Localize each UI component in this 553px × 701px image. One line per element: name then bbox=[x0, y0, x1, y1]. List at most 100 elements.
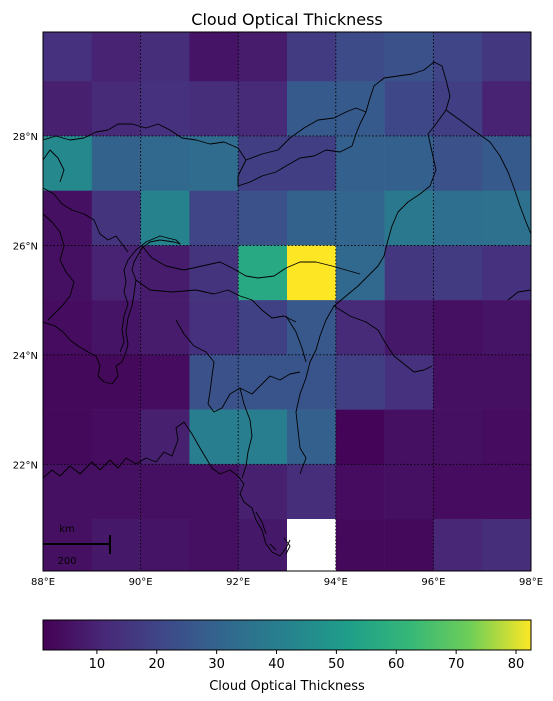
heatmap-cell bbox=[433, 190, 483, 246]
heatmap-cell bbox=[335, 32, 385, 82]
y-tick-labels: 22°N 24°N 26°N 28°N bbox=[13, 132, 38, 471]
heatmap-cell bbox=[238, 245, 288, 301]
colorbar-tick-label: 40 bbox=[268, 657, 285, 672]
nepal-sikkim-border bbox=[43, 187, 129, 253]
sikkim-border bbox=[43, 149, 65, 183]
y-tick-label: 26°N bbox=[13, 241, 38, 252]
y-tick-label: 22°N bbox=[13, 460, 38, 471]
scale-bar-unit: km bbox=[59, 524, 75, 535]
map-frame bbox=[42, 31, 532, 572]
heatmap-cell bbox=[433, 135, 483, 191]
chart-title: Cloud Optical Thickness bbox=[191, 10, 382, 29]
colorbar-tick-label: 10 bbox=[89, 657, 106, 672]
x-tick-labels: 88°E 90°E 92°E 94°E 96°E 98°E bbox=[31, 577, 543, 588]
heatmap-cell bbox=[287, 245, 337, 301]
heatmap-cell bbox=[43, 190, 93, 246]
coastal-islands bbox=[255, 511, 291, 555]
heatmap-cell bbox=[43, 245, 93, 301]
heatmap-cell bbox=[433, 81, 483, 137]
heatmap-cell bbox=[482, 519, 532, 572]
heatmap-cell bbox=[91, 32, 141, 82]
scale-bar: km 200 bbox=[43, 524, 111, 567]
heatmap-cell bbox=[335, 135, 385, 191]
heatmap-cell bbox=[140, 354, 190, 410]
colorbar-tick-label: 20 bbox=[148, 657, 165, 672]
heatmap-cell bbox=[140, 409, 190, 465]
heatmap-cell bbox=[189, 300, 239, 356]
heatmap-cell bbox=[287, 409, 337, 465]
y-tick-label: 28°N bbox=[13, 132, 38, 143]
heatmap-cell bbox=[43, 464, 93, 520]
heatmap-cell bbox=[482, 300, 532, 356]
heatmap-cell bbox=[287, 81, 337, 137]
heatmap-cell bbox=[43, 135, 93, 191]
heatmap-cell bbox=[384, 135, 434, 191]
heatmap-cell bbox=[140, 190, 190, 246]
state-border-manipur bbox=[285, 315, 307, 363]
heatmap-cell bbox=[140, 300, 190, 356]
heatmap-cell bbox=[287, 354, 337, 410]
heatmap-cell bbox=[287, 32, 337, 82]
heatmap-cell bbox=[384, 300, 434, 356]
heatmap-cell bbox=[189, 519, 239, 572]
heatmap-cell bbox=[189, 409, 239, 465]
heatmap-cell bbox=[91, 519, 141, 572]
heatmap-cell bbox=[384, 190, 434, 246]
myanmar-southeast bbox=[507, 289, 531, 301]
heatmap-cell bbox=[189, 135, 239, 191]
colorbar-tick-label: 70 bbox=[448, 657, 465, 672]
heatmap-cell bbox=[189, 190, 239, 246]
heatmap-cell bbox=[91, 190, 141, 246]
heatmap-cell bbox=[384, 464, 434, 520]
heatmap-cell bbox=[482, 354, 532, 410]
scale-bar-length: 200 bbox=[57, 556, 76, 567]
heatmap-cell bbox=[482, 81, 532, 137]
state-border-tripura bbox=[175, 319, 301, 413]
heatmap-cell bbox=[238, 190, 288, 246]
heatmap-cell bbox=[482, 464, 532, 520]
heatmap-cell bbox=[384, 245, 434, 301]
heatmap-cell bbox=[91, 464, 141, 520]
state-border-mizoram bbox=[239, 387, 253, 479]
heatmap-cell bbox=[384, 409, 434, 465]
y-tick-label: 24°N bbox=[13, 351, 38, 362]
x-tick-label: 94°E bbox=[324, 577, 348, 588]
heatmap-cell bbox=[335, 245, 385, 301]
colorbar-label: Cloud Optical Thickness bbox=[209, 679, 365, 694]
x-tick-label: 96°E bbox=[421, 577, 445, 588]
state-border-assam bbox=[141, 245, 361, 279]
heatmap-cell bbox=[482, 409, 532, 465]
heatmap-cell bbox=[384, 81, 434, 137]
heatmap-cell bbox=[189, 245, 239, 301]
heatmap-cell bbox=[238, 409, 288, 465]
x-tick-label: 88°E bbox=[31, 577, 55, 588]
tibet-border bbox=[245, 107, 367, 161]
india-myanmar-border bbox=[237, 61, 451, 475]
myanmar-inner-border bbox=[333, 305, 433, 373]
heatmap-cell bbox=[335, 464, 385, 520]
colorbar-tick-label: 50 bbox=[328, 657, 345, 672]
heatmap-cell bbox=[287, 135, 337, 191]
heatmap-cell bbox=[384, 354, 434, 410]
colorbar-ticks: 10 20 30 40 50 60 70 80 bbox=[89, 650, 525, 672]
heatmap-cell bbox=[433, 464, 483, 520]
heatmap-cell bbox=[482, 32, 532, 82]
heatmap-cell bbox=[189, 32, 239, 82]
colorbar-tick-label: 30 bbox=[208, 657, 225, 672]
heatmap-cell bbox=[238, 81, 288, 137]
heatmap-cell bbox=[91, 409, 141, 465]
heatmap-cell bbox=[384, 32, 434, 82]
colorbar: 10 20 30 40 50 60 70 80 Cloud Optical Thickness bbox=[42, 619, 532, 694]
heatmap-cell bbox=[384, 519, 434, 572]
bangladesh-coast bbox=[43, 421, 291, 557]
colorbar-tick-label: 80 bbox=[508, 657, 525, 672]
heatmap-cells bbox=[43, 32, 532, 572]
heatmap-cell bbox=[335, 409, 385, 465]
heatmap-cell bbox=[91, 135, 141, 191]
heatmap-cell bbox=[482, 245, 532, 301]
heatmap-cell bbox=[482, 190, 532, 246]
heatmap-cell bbox=[91, 300, 141, 356]
heatmap-cell bbox=[433, 300, 483, 356]
heatmap-cell bbox=[238, 354, 288, 410]
heatmap-cell bbox=[238, 135, 288, 191]
